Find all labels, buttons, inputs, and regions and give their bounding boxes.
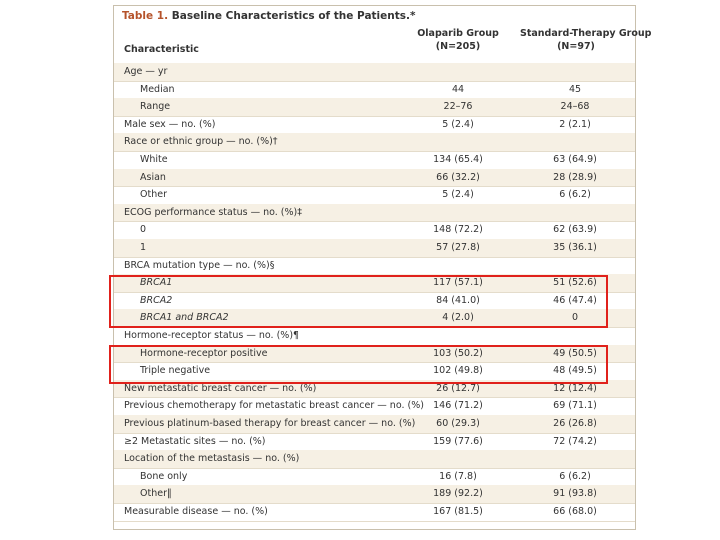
row-label: Hormone-receptor positive xyxy=(140,347,268,359)
table-cell: 35 (36.1) xyxy=(553,242,597,253)
highlight-box xyxy=(109,275,608,328)
header-n: (N=97) xyxy=(557,41,595,52)
table-cell: 167 (81.5) xyxy=(433,506,483,517)
table-cell: 6 (6.2) xyxy=(559,189,591,201)
row-label: Male sex — no. (%) xyxy=(124,118,216,130)
table-title: Table 1. Baseline Characteristics of the… xyxy=(122,8,416,26)
table-cell: 24–68 xyxy=(560,101,590,113)
row-label: Bone only xyxy=(140,470,188,482)
table-cell: 159 (77.6) xyxy=(433,435,483,447)
table-cell: 66 (68.0) xyxy=(553,506,597,517)
table-row xyxy=(114,274,635,293)
row-label: ≥2 Metastatic sites — no. (%) xyxy=(124,435,266,447)
table-cell: 51 (52.6) xyxy=(553,277,597,289)
table-cell: 148 (72.2) xyxy=(433,224,483,236)
row-label: 0 xyxy=(140,224,147,236)
table-cell: 72 (74.2) xyxy=(553,435,597,447)
row-label: Median xyxy=(140,83,175,95)
table-cell: 12 (12.4) xyxy=(553,382,597,394)
table-label: Table 1. xyxy=(122,10,169,22)
table-cell: 4 (2.0) xyxy=(442,312,474,324)
row-label: Asian xyxy=(140,171,166,183)
row-label: Race or ethnic group — no. (%)† xyxy=(124,136,278,148)
row-label: Triple negative xyxy=(140,365,211,377)
row-label: 1 xyxy=(140,242,147,253)
table-cell: 22–76 xyxy=(443,101,473,113)
table-row xyxy=(114,63,635,82)
table-cell: 49 (50.5) xyxy=(553,347,597,359)
table-cell: 28 (28.9) xyxy=(553,171,597,183)
table-cell: 16 (7.8) xyxy=(439,470,477,482)
table-cell: 26 (12.7) xyxy=(436,382,480,394)
table-cell: 0 xyxy=(571,312,579,324)
row-label: Other xyxy=(140,189,167,201)
table-cell: 60 (29.3) xyxy=(436,418,480,429)
header-name: Standard-Therapy Group xyxy=(520,28,652,39)
table-cell: 57 (27.8) xyxy=(436,242,480,253)
table-cell: 146 (71.2) xyxy=(433,400,483,412)
table-cell: 5 (2.4) xyxy=(442,118,474,130)
table-cell: 45 xyxy=(568,83,582,95)
row-label: Hormone-receptor status — no. (%)¶ xyxy=(124,330,300,341)
table-cell: 48 (49.5) xyxy=(553,365,597,377)
table-frame xyxy=(113,5,636,530)
table-row xyxy=(114,133,635,152)
table-row xyxy=(114,98,635,117)
table-row xyxy=(114,379,635,399)
table-cell: 46 (47.4) xyxy=(553,294,597,306)
table-row xyxy=(114,503,635,522)
table-title-text: Baseline Characteristics of the Patients… xyxy=(171,10,416,22)
row-label: White xyxy=(140,154,168,165)
header-cell: Olaparib Group (N=205) xyxy=(403,27,513,53)
highlight-box xyxy=(109,345,608,384)
row-label: Age — yr xyxy=(124,66,168,77)
header-name: Olaparib Group xyxy=(417,28,499,39)
table-row xyxy=(114,168,635,188)
table-cell: 62 (63.9) xyxy=(553,224,597,236)
table-cell: 26 (26.8) xyxy=(553,418,597,429)
table-cell: 69 (71.1) xyxy=(553,400,597,412)
table-cell: 66 (32.2) xyxy=(436,171,480,183)
table-cell: 63 (64.9) xyxy=(553,154,597,165)
row-label: BRCA1 and BRCA2 xyxy=(140,312,229,324)
row-label: Previous chemotherapy for metastatic bre… xyxy=(124,400,424,412)
table-cell: 2 (2.1) xyxy=(559,118,591,130)
table-cell: 44 xyxy=(451,83,465,95)
table-cell: 134 (65.4) xyxy=(433,154,483,165)
table-cell: 84 (41.0) xyxy=(436,294,480,306)
row-label: BRCA mutation type — no. (%)§ xyxy=(124,259,275,271)
table-cell: 117 (57.1) xyxy=(433,277,483,289)
row-label: Range xyxy=(140,101,171,113)
table-cell: 102 (49.8) xyxy=(433,365,483,377)
table-cell: 5 (2.4) xyxy=(442,189,474,201)
row-label: New metastatic breast cancer — no. (%) xyxy=(124,382,317,394)
table-row xyxy=(114,415,635,434)
row-label: Location of the metastasis — no. (%) xyxy=(124,453,300,465)
table-cell: 6 (6.2) xyxy=(559,470,591,482)
table-cell: 91 (93.8) xyxy=(553,488,597,500)
header-cell: Characteristic xyxy=(124,44,199,55)
table-row xyxy=(114,450,635,469)
table-row xyxy=(114,239,635,258)
row-label: BRCA1 xyxy=(140,277,173,289)
row-label: Previous platinum-based therapy for brea… xyxy=(124,418,416,429)
row-label: BRCA2 xyxy=(140,294,173,306)
table-row xyxy=(114,485,635,504)
row-label: ECOG performance status — no. (%)‡ xyxy=(124,206,302,218)
table-row xyxy=(114,344,635,364)
row-label: Other‖ xyxy=(140,488,172,500)
table-row xyxy=(114,203,635,223)
table-cell: 189 (92.2) xyxy=(433,488,483,500)
table-cell: 103 (50.2) xyxy=(433,347,483,359)
row-label: Measurable disease — no. (%) xyxy=(124,506,268,517)
header-n: (N=205) xyxy=(435,41,481,52)
header-cell: Standard-Therapy Group (N=97) xyxy=(520,27,652,53)
